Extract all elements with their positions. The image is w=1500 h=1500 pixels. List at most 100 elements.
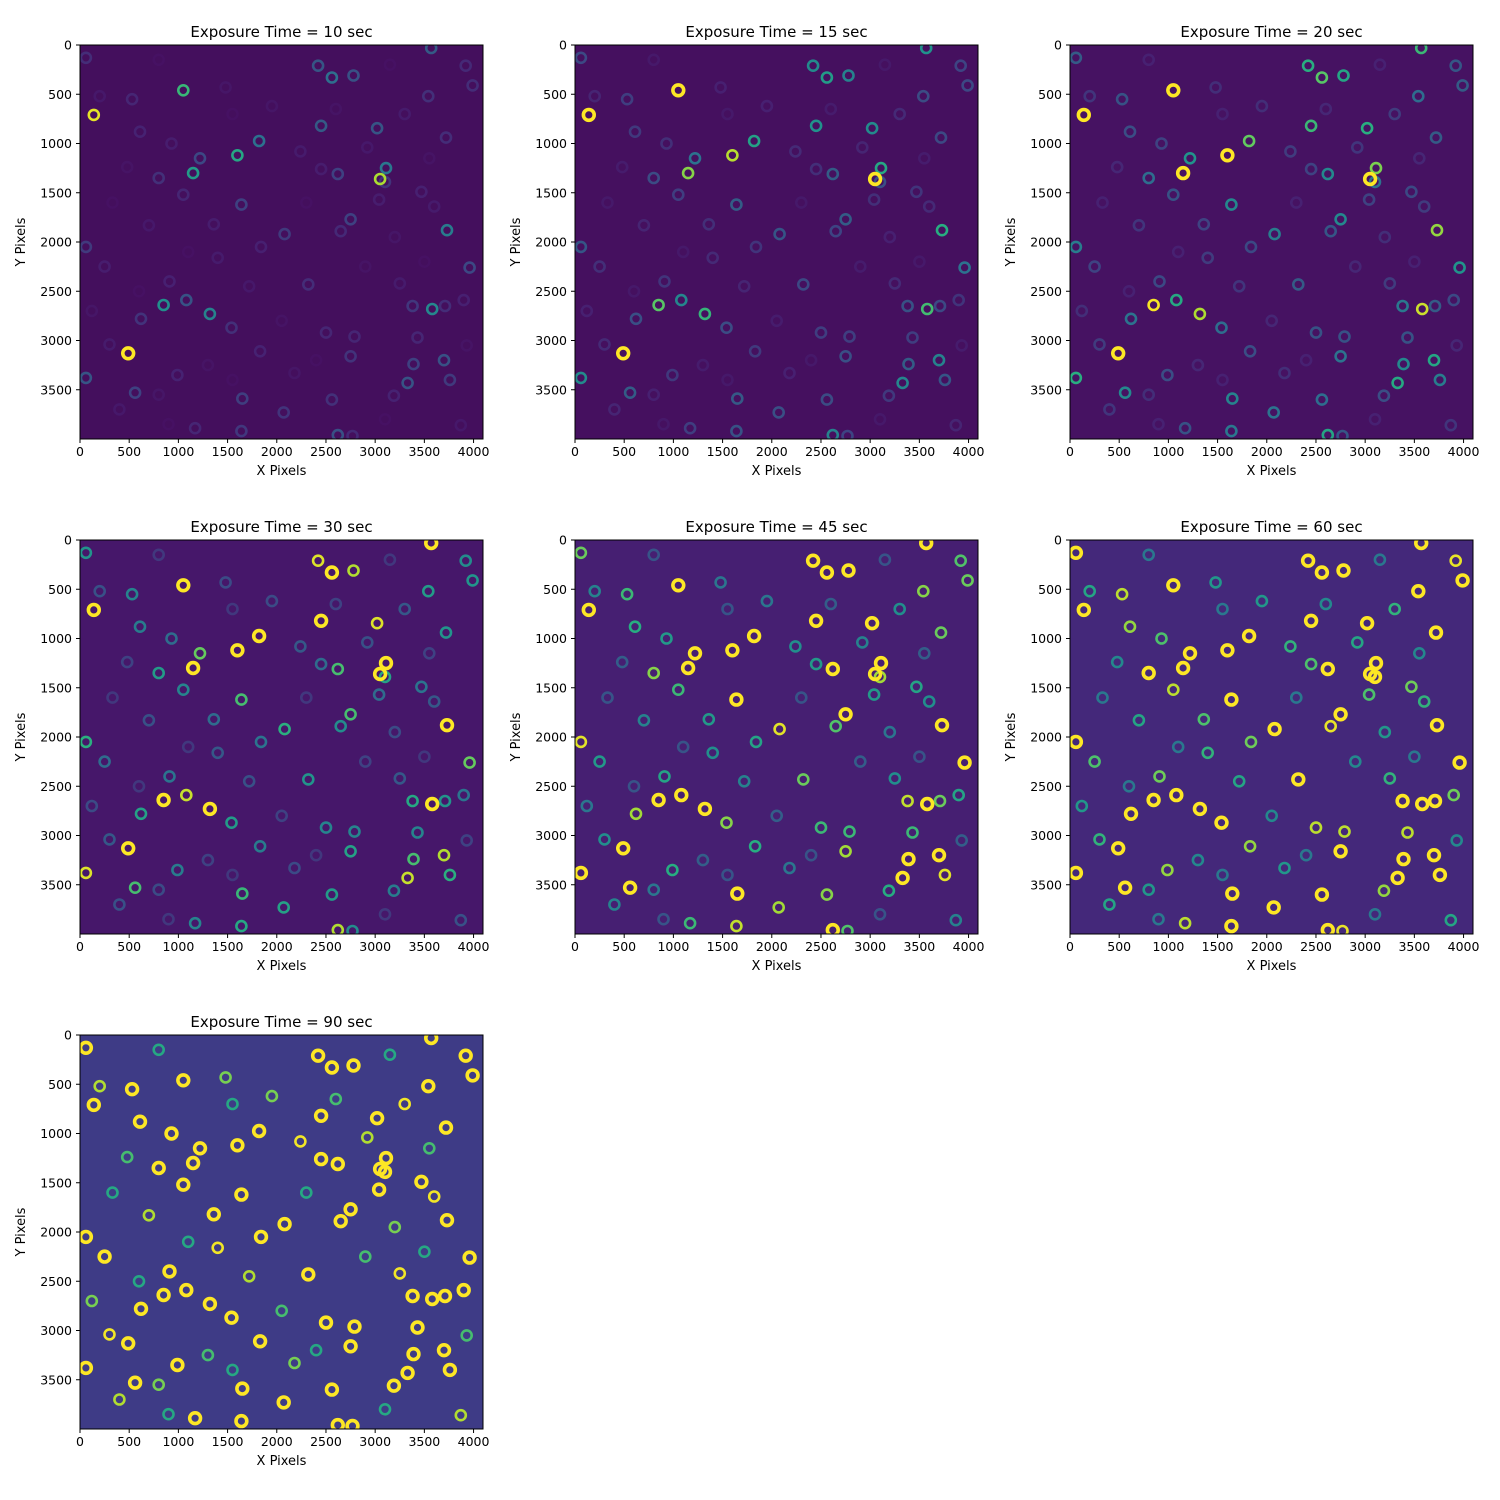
ring-source bbox=[1401, 331, 1414, 344]
ring-source bbox=[575, 546, 588, 560]
ring-source bbox=[459, 554, 473, 568]
ring-source bbox=[1161, 368, 1174, 382]
ring-source bbox=[933, 794, 947, 808]
x-tick-label: 2500 bbox=[1300, 939, 1332, 954]
ring-source bbox=[657, 912, 670, 926]
y-tick-label: 500 bbox=[48, 582, 72, 597]
ring-source bbox=[125, 587, 139, 601]
ring-source bbox=[808, 613, 824, 628]
x-tick-label: 3000 bbox=[359, 444, 391, 459]
ring-source bbox=[1373, 553, 1387, 567]
ring-source bbox=[226, 602, 239, 616]
ring-source bbox=[1414, 796, 1430, 812]
x-tick-label: 2000 bbox=[261, 444, 293, 459]
ring-source bbox=[348, 330, 361, 343]
x-tick-label: 0 bbox=[76, 1434, 84, 1449]
ring-source bbox=[893, 602, 907, 616]
ring-source bbox=[1299, 848, 1313, 862]
ring-source bbox=[133, 125, 147, 138]
ring-source bbox=[1075, 304, 1089, 318]
y-tick-label: 2000 bbox=[40, 235, 72, 250]
ring-source bbox=[855, 141, 869, 154]
ring-source bbox=[314, 657, 328, 671]
ring-source bbox=[80, 240, 93, 254]
ring-source bbox=[1377, 389, 1391, 403]
ring-source bbox=[393, 1267, 407, 1280]
ring-source bbox=[730, 886, 745, 901]
ring-source bbox=[1123, 620, 1137, 634]
ring-source bbox=[796, 773, 810, 786]
ring-source bbox=[275, 314, 289, 328]
ring-source bbox=[658, 275, 671, 288]
ring-source bbox=[370, 616, 384, 630]
ring-source bbox=[1088, 260, 1101, 273]
ring-source bbox=[407, 852, 420, 866]
ring-source bbox=[804, 353, 818, 367]
ring-source bbox=[671, 83, 686, 98]
ring-source bbox=[425, 796, 440, 812]
ring-source bbox=[1417, 695, 1431, 708]
ring-source bbox=[265, 99, 279, 113]
ring-source bbox=[706, 251, 720, 265]
ring-source bbox=[177, 188, 190, 201]
ring-source bbox=[1360, 121, 1374, 135]
ring-source bbox=[1278, 366, 1291, 380]
y-tick-label: 3000 bbox=[535, 828, 567, 843]
ring-source bbox=[1349, 260, 1362, 273]
ring-source bbox=[142, 219, 156, 232]
x-tick-label: 1500 bbox=[707, 444, 739, 459]
ring-source bbox=[348, 825, 361, 838]
ring-source bbox=[1241, 628, 1257, 644]
ring-source bbox=[805, 553, 821, 568]
ring-source bbox=[1334, 349, 1347, 363]
ring-source bbox=[883, 230, 897, 244]
ring-source bbox=[1300, 553, 1316, 568]
ring-source bbox=[1303, 613, 1319, 628]
ring-source bbox=[1278, 861, 1291, 875]
ring-source bbox=[853, 755, 867, 768]
ring-source bbox=[1152, 912, 1165, 926]
ring-source bbox=[311, 554, 325, 568]
ring-source bbox=[347, 564, 360, 577]
ring-source bbox=[125, 92, 139, 106]
ring-source bbox=[439, 131, 453, 144]
heatmap-background bbox=[1070, 45, 1473, 439]
ring-source bbox=[203, 307, 217, 321]
ring-source bbox=[1338, 330, 1351, 343]
ring-source bbox=[1390, 870, 1405, 886]
y-tick-label: 0 bbox=[559, 533, 567, 548]
ring-source bbox=[843, 825, 856, 838]
ring-source bbox=[1299, 353, 1313, 367]
ring-source bbox=[1142, 53, 1155, 67]
ring-source bbox=[820, 888, 834, 901]
ring-source bbox=[253, 344, 267, 358]
x-tick-label: 0 bbox=[76, 939, 84, 954]
ring-source bbox=[288, 1356, 301, 1370]
ring-source bbox=[313, 1151, 329, 1167]
ring-source bbox=[421, 89, 435, 103]
ring-source bbox=[1405, 680, 1418, 694]
ring-source bbox=[749, 735, 763, 749]
ring-source bbox=[437, 848, 451, 862]
ring-source bbox=[226, 1363, 239, 1377]
ring-source bbox=[580, 799, 594, 813]
ring-source bbox=[1142, 171, 1155, 185]
ring-source bbox=[820, 393, 834, 406]
ring-source bbox=[1201, 746, 1214, 760]
x-tick-label: 500 bbox=[612, 444, 636, 459]
ring-source bbox=[1142, 548, 1155, 562]
x-tick-label: 4000 bbox=[953, 939, 985, 954]
ring-source bbox=[1449, 554, 1462, 568]
ring-source bbox=[1444, 418, 1458, 432]
ring-source bbox=[895, 870, 910, 886]
ring-source bbox=[421, 1078, 436, 1094]
ring-source bbox=[180, 293, 193, 307]
y-tick-label: 1500 bbox=[535, 680, 567, 695]
ring-source bbox=[674, 787, 689, 803]
ring-source bbox=[344, 707, 357, 721]
ring-source bbox=[373, 172, 387, 186]
ring-source bbox=[207, 712, 221, 726]
x-tick-label: 1500 bbox=[707, 939, 739, 954]
subplot-title: Exposure Time = 30 sec bbox=[190, 518, 372, 536]
y-tick-label: 3000 bbox=[535, 333, 567, 348]
